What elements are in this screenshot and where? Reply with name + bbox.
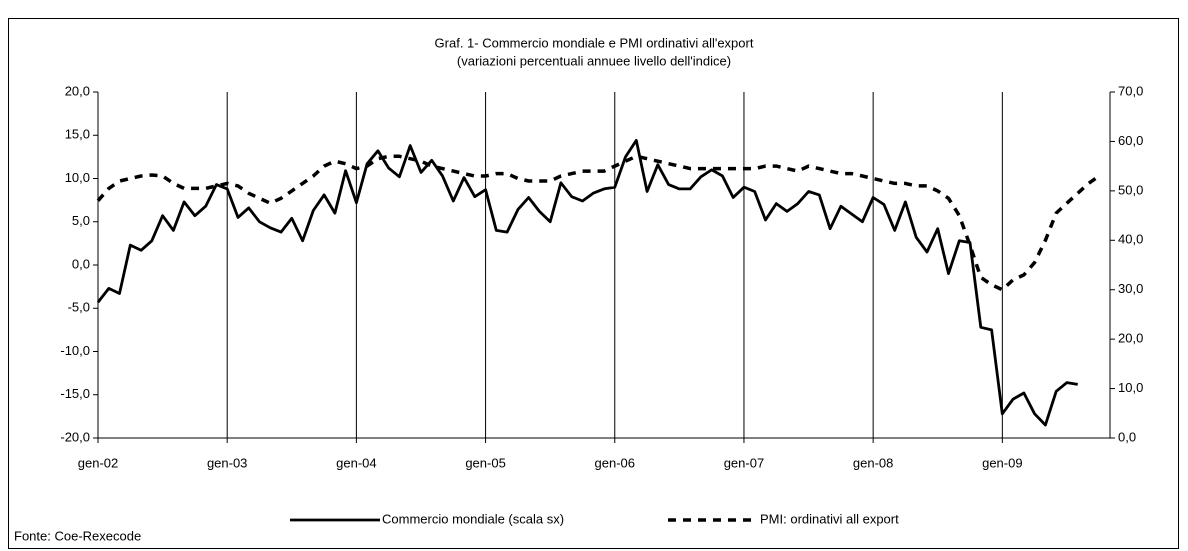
x-tick-label: gen-02 [78,455,118,470]
y2-tick-label: 0,0 [1118,429,1136,444]
x-tick-label: gen-04 [336,455,376,470]
y-tick-label: -10,0 [60,343,90,358]
legend-label: Commercio mondiale (scala sx) [382,511,564,526]
y-tick-label: 15,0 [65,127,90,142]
data-line [96,139,1078,427]
x-tick-label: gen-09 [982,455,1022,470]
data-line [96,154,1101,292]
x-tick-label: gen-05 [465,455,505,470]
y2-tick-label: 20,0 [1118,331,1143,346]
y-tick-label: 10,0 [65,170,90,185]
chart-title: Graf. 1- Commercio mondiale e PMI ordina… [435,35,754,50]
chart-frame [8,18,1179,549]
y2-tick-label: 40,0 [1118,232,1143,247]
x-tick-label: gen-06 [595,455,635,470]
y-tick-label: -5,0 [68,300,90,315]
x-tick-label: gen-07 [724,455,764,470]
y2-tick-label: 60,0 [1118,133,1143,148]
y-tick-label: 0,0 [72,256,90,271]
x-tick-label: gen-03 [207,455,247,470]
y2-tick-label: 50,0 [1118,182,1143,197]
y-tick-label: -20,0 [60,429,90,444]
y-tick-label: 5,0 [72,213,90,228]
chart-subtitle: (variazioni percentuali annuee livello d… [457,53,731,68]
y-tick-label: -15,0 [60,386,90,401]
y2-tick-label: 70,0 [1118,83,1143,98]
y2-tick-label: 10,0 [1118,380,1143,395]
legend-label: PMI: ordinativi all export [760,511,899,526]
x-tick-label: gen-08 [853,455,893,470]
source-note: Fonte: Coe-Rexecode [14,528,141,543]
y-tick-label: 20,0 [65,83,90,98]
y2-tick-label: 30,0 [1118,281,1143,296]
